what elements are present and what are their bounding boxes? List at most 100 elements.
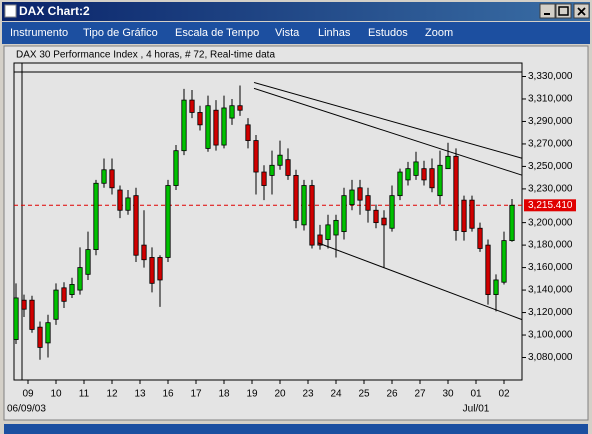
candle-body <box>445 155 451 170</box>
menu-item[interactable]: Zoom <box>425 27 453 39</box>
x-tick-label: 25 <box>358 389 370 400</box>
last-price-box <box>524 199 576 212</box>
candle-body <box>237 105 243 111</box>
candle-body <box>269 164 275 176</box>
x-tick-label: 10 <box>50 389 62 400</box>
window-icon <box>4 4 17 18</box>
menu-item[interactable]: Escala de Tempo <box>175 27 259 39</box>
y-tick-label: 3,080,000 <box>528 352 573 363</box>
candle-body <box>429 168 435 189</box>
x-tick-label: 24 <box>330 389 342 400</box>
candle-body <box>197 112 203 126</box>
candle-body <box>285 159 291 176</box>
x-tick-label: 11 <box>79 389 90 400</box>
candle-body <box>325 224 331 240</box>
x-tick-label: 01 <box>470 389 482 400</box>
y-tick-label: 3,120,000 <box>528 307 573 318</box>
candle-body <box>461 199 467 233</box>
x-tick-label: 16 <box>162 389 174 400</box>
candle-body <box>469 199 475 229</box>
candle-body <box>421 168 427 181</box>
candle-body <box>93 182 99 251</box>
candle-body <box>77 267 83 291</box>
candle-body <box>453 155 459 231</box>
x-tick-label: 30 <box>442 389 454 400</box>
candle-body <box>333 219 339 236</box>
candle-body <box>485 244 491 295</box>
candle-body <box>253 140 259 173</box>
candle-body <box>501 240 507 283</box>
candle-body <box>45 322 51 344</box>
title-bar <box>2 2 590 21</box>
candle-body <box>229 105 235 119</box>
candle-body <box>101 169 107 184</box>
candle-body <box>317 234 323 246</box>
y-tick-label: 3,230,000 <box>528 184 573 195</box>
x-tick-label: 12 <box>106 389 118 400</box>
candle-body <box>301 185 307 226</box>
candle-body <box>133 195 139 256</box>
menu-item[interactable]: Linhas <box>318 27 351 39</box>
minimize-button[interactable] <box>539 3 556 19</box>
x-tick-label: 17 <box>190 389 202 400</box>
y-tick-label: 3,140,000 <box>528 285 573 296</box>
candle-body <box>37 326 43 348</box>
candle-body <box>277 154 283 166</box>
y-tick-label: 3,310,000 <box>528 94 573 105</box>
candle-body <box>165 185 171 258</box>
candle-body <box>405 168 411 181</box>
candle-body <box>389 195 395 229</box>
x-tick-label: 27 <box>414 389 426 400</box>
candle-body <box>53 289 59 320</box>
menu-item[interactable]: Instrumento <box>10 27 68 39</box>
plot: 3,330,000 3,310,000 3,290,000 3,270,000 3,25… <box>7 71 576 415</box>
x-tick-label: 13 <box>134 389 146 400</box>
x-tick-label: 18 <box>218 389 230 400</box>
candle-body <box>413 161 419 176</box>
candle-body <box>245 124 251 141</box>
last-price-label: 3,215.410 <box>528 200 573 211</box>
candle-body <box>205 105 211 149</box>
candle-body <box>13 297 19 340</box>
menu-item[interactable]: Estudos <box>368 27 408 39</box>
y-tick-label: 3,290,000 <box>528 116 573 127</box>
status-bar <box>4 424 588 434</box>
trend-line <box>253 87 523 176</box>
candle-body <box>477 227 483 249</box>
candle-body <box>125 197 131 211</box>
y-tick-label: 3,160,000 <box>528 262 573 273</box>
candle-body <box>381 217 387 226</box>
month-label: Jul/01 <box>463 404 490 415</box>
candle-body <box>117 189 123 211</box>
window-buttons <box>539 3 590 19</box>
candle-body <box>157 257 163 281</box>
x-tick-label: 19 <box>246 389 258 400</box>
candle-body <box>213 109 219 146</box>
trend-line <box>317 242 523 321</box>
chart-title: DAX 30 Performance Index , 4 horas, # 72… <box>16 50 275 61</box>
window-title: DAX Chart:2 <box>19 4 90 18</box>
x-tick-label: 26 <box>386 389 398 400</box>
y-tick-label: 3,200,000 <box>528 217 573 228</box>
candle-body <box>189 99 195 113</box>
candle-body <box>261 171 267 186</box>
close-icon <box>577 7 586 16</box>
candle-body <box>509 204 515 242</box>
start-date-label: 06/09/03 <box>7 404 46 415</box>
x-tick-label: 20 <box>274 389 286 400</box>
x-tick-label: 09 <box>22 389 34 400</box>
y-tick-label: 3,270,000 <box>528 139 573 150</box>
candle-body <box>341 195 347 233</box>
menu-item[interactable]: Tipo de Gráfico <box>83 27 158 39</box>
plot-area <box>13 62 523 381</box>
menu: Instrumento Tipo de Gráfico Escala de Temp… <box>10 27 453 39</box>
candle-body <box>181 99 187 152</box>
menu-item[interactable]: Vista <box>275 27 300 39</box>
candle-body <box>293 175 299 221</box>
candle-body <box>365 195 371 211</box>
y-tick-label: 3,330,000 <box>528 71 573 82</box>
candle-body <box>357 187 363 201</box>
candle-body <box>141 244 147 261</box>
maximize-icon <box>558 6 569 16</box>
